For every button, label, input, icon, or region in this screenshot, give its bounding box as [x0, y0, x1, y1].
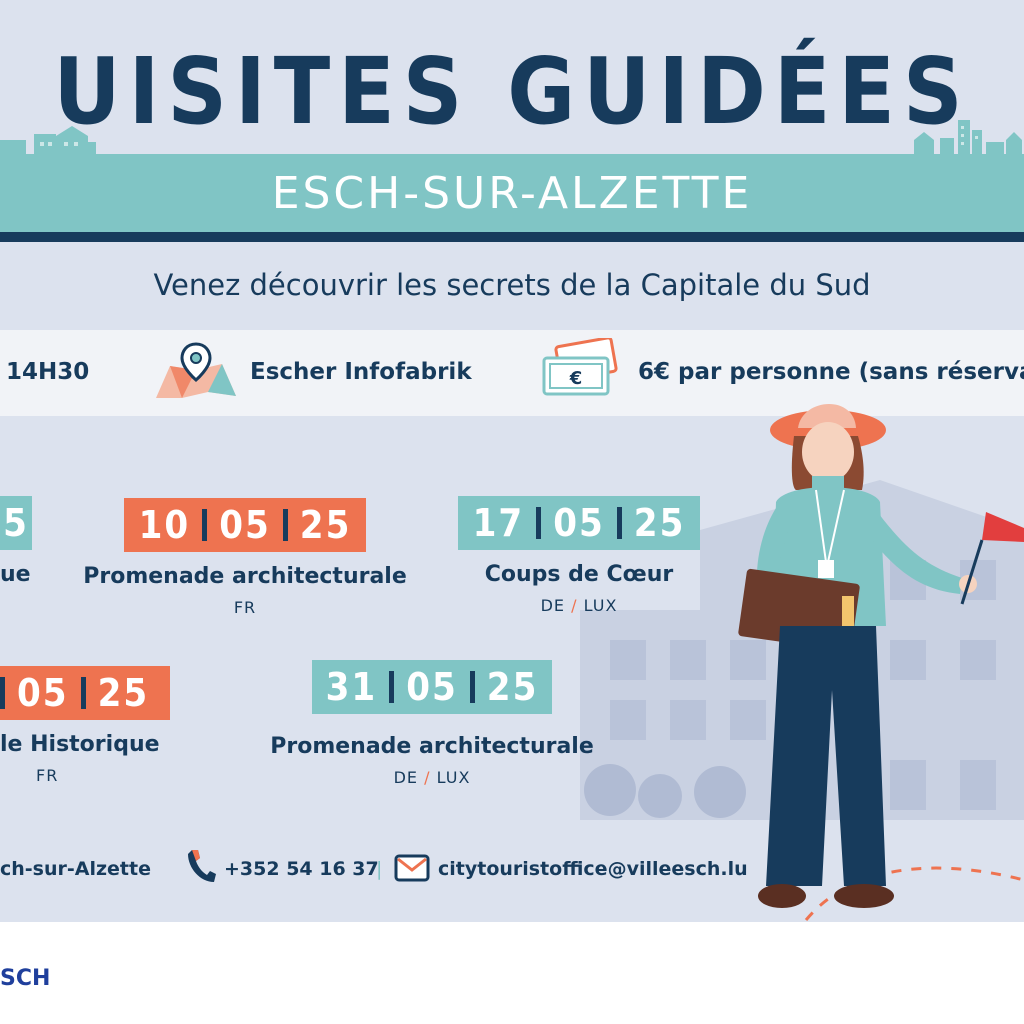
event-language: FR [233, 598, 257, 617]
event-language: DE / LUX [540, 596, 618, 615]
event-title: le Historique [0, 732, 160, 757]
event-date: 17 05 25 [458, 496, 700, 550]
event-language: FR [36, 766, 59, 785]
title-band [0, 154, 1024, 232]
footer [0, 922, 1024, 1024]
band-divider [0, 232, 1024, 242]
time-label: 14H30 [6, 359, 90, 385]
phone-icon [188, 850, 216, 882]
money-icon: € [542, 338, 618, 396]
price-label: 6€ par personne (sans réserva [638, 359, 1024, 385]
map-pin-icon [156, 342, 236, 398]
event-language: DE / LUX [393, 768, 471, 787]
contact-address: ch-sur-Alzette [0, 858, 151, 880]
event-title: Coups de Cœur [484, 562, 674, 587]
contact-email[interactable]: citytouristoffice@villeesch.lu [438, 858, 748, 880]
city-logo: SCH [0, 966, 51, 991]
contact-phone[interactable]: +352 54 16 37 [224, 858, 379, 880]
event-date: 05 25 [0, 666, 170, 720]
page-title: UISITES GUIDÉES [53, 38, 971, 145]
skyline-right-icon [914, 120, 1022, 156]
city-name: ESCH-SUR-ALZETTE [271, 168, 753, 219]
subtitle: Venez découvrir les secrets de la Capita… [153, 268, 871, 302]
event-title: Promenade architecturale [83, 564, 407, 589]
event-title: Promenade architecturale [270, 734, 594, 759]
contact-divider: | [376, 858, 383, 880]
event-title: ue [0, 562, 31, 587]
location-label: Escher Infofabrik [250, 359, 472, 385]
event-date: 5 [0, 496, 32, 550]
mail-icon [394, 854, 430, 882]
skyline-left-icon [0, 126, 96, 156]
event-date: 31 05 25 [312, 660, 552, 714]
event-date: 10 05 25 [124, 498, 366, 552]
guide-illustration [738, 403, 1024, 921]
svg-text:€: € [569, 368, 583, 389]
